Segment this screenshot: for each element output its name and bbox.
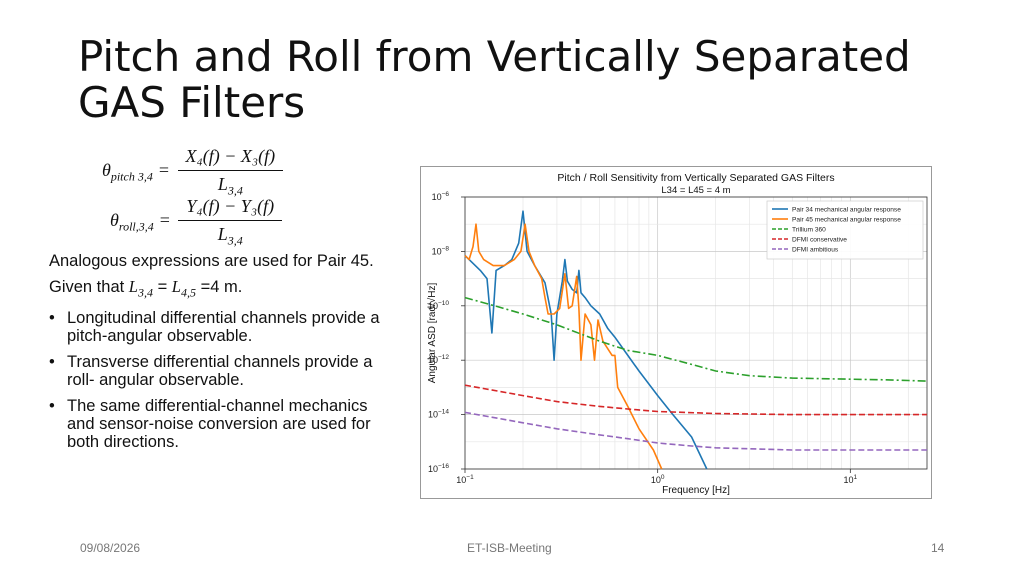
roll-formula: θroll,3,4 = Y₄(f) − Y₃(f) L3,4 (110, 196, 283, 249)
legend-box (766, 200, 924, 260)
y-tick-label: 10−8 (432, 245, 450, 256)
chart-title: Pitch / Roll Sensitivity from Vertically… (557, 172, 834, 184)
series-line-2 (464, 223, 663, 470)
y-tick-label: 10−10 (428, 300, 449, 311)
paragraph-analogous: Analogous expressions are used for Pair … (49, 252, 374, 270)
y-tick-label: 10−6 (432, 191, 450, 202)
pitch-subscript: pitch 3,4 (110, 169, 153, 184)
series-line-4 (464, 384, 927, 416)
pitch-numerator: X₄(f) − X₃(f) (185, 146, 276, 166)
sensitivity-chart: 10−1 100 101 10−6 10−8 10−10 10−12 10−14 10−16 Pi… (420, 166, 932, 499)
roll-numerator: Y₄(f) − Y₃(f) (186, 196, 275, 216)
x-tick-label: 100 (651, 474, 665, 485)
y-tick-label: 10−12 (428, 354, 449, 365)
bullet-item: Longitudinal differential channels provi… (49, 309, 399, 345)
x-tick-label: 101 (844, 474, 858, 485)
legend-label: Pair 45 mechanical angular response (792, 217, 901, 224)
footer-meeting: ET-ISB-Meeting (467, 541, 552, 555)
paragraph-given: Given that L3,4 = L4,5 =4 m. (49, 277, 243, 300)
pitch-theta: θ (102, 160, 111, 180)
footer-page-number: 14 (931, 541, 945, 555)
roll-denominator-subscript: 3,4 (227, 233, 243, 248)
slide-body: Analogous expressions are used for Pair … (49, 252, 399, 459)
pitch-denominator-subscript: 3,4 (227, 183, 243, 198)
y-tick-label: 10−14 (428, 409, 449, 420)
legend-label: Pair 34 mechanical angular response (792, 207, 901, 214)
chart-svg: 10−1 100 101 10−6 10−8 10−10 10−12 10−14 10−16 Pi… (426, 172, 928, 496)
roll-theta: θ (110, 210, 119, 230)
legend-label: Trillium 360 (792, 227, 826, 234)
plot-area (464, 196, 928, 470)
series-line-1 (464, 210, 708, 470)
slide-title: Pitch and Roll from Vertically Separated… (78, 32, 911, 127)
y-axis-label: Angular ASD [rad/√Hz] (426, 283, 438, 384)
footer-date: 09/08/2026 (80, 541, 141, 555)
legend-label: DFMI conservative (792, 237, 847, 244)
series-line-3 (464, 296, 928, 382)
roll-denominator-symbol: L (217, 224, 228, 244)
legend-label: DFMI ambitious (792, 247, 839, 254)
pitch-formula: θpitch 3,4 = X₄(f) − X₃(f) L3,4 (102, 146, 284, 199)
x-tick-label: 10−1 (456, 474, 474, 485)
pitch-denominator-symbol: L (217, 174, 228, 194)
bullet-item: Transverse differential channels provide… (49, 353, 399, 389)
bullet-list: Longitudinal differential channels provi… (49, 309, 399, 451)
roll-subscript: roll,3,4 (118, 219, 154, 234)
bullet-item: The same differential-channel mechanics … (49, 397, 399, 451)
y-tick-label: 10−16 (428, 463, 449, 474)
chart-subtitle: L34 = L45 = 4 m (661, 185, 730, 196)
series-line-5 (464, 411, 927, 451)
x-axis-label: Frequency [Hz] (662, 485, 730, 496)
